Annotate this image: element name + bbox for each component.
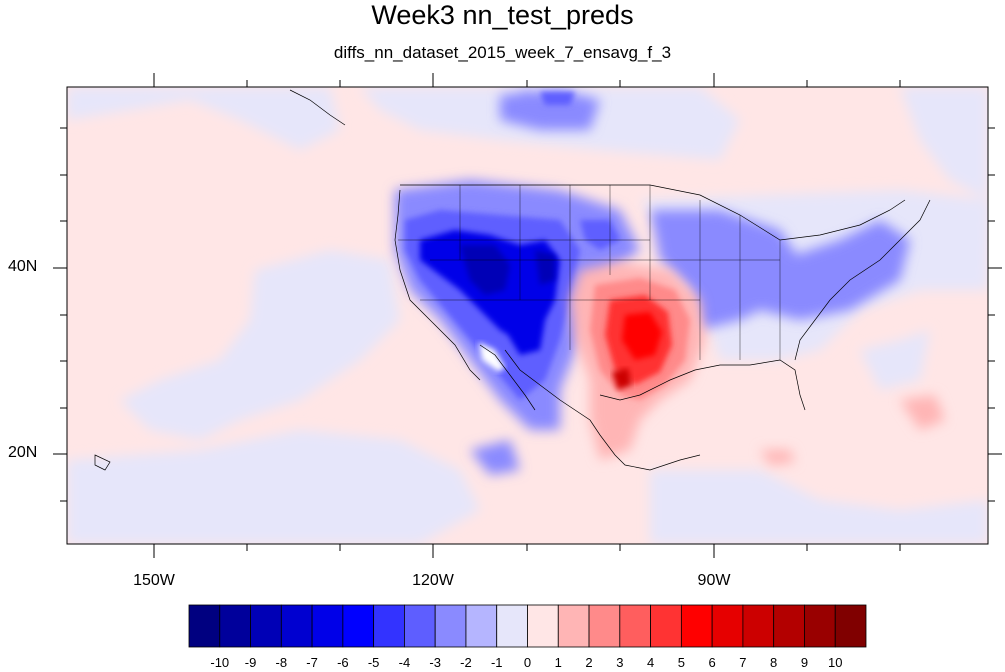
colorbar-tick-label: 0 [523,655,532,670]
colorbar-box [557,604,590,648]
colorbar-tick-label: 9 [800,655,809,670]
chart-title: Week3 nn_test_preds [371,0,634,30]
colorbar-tick-label: -7 [306,655,318,670]
colorbar-box [373,604,405,648]
chart-subtitle: diffs_nn_dataset_2015_week_7_ensavg_f_3 [333,43,672,62]
colorbar-tick-label: 7 [739,655,747,670]
colorbar-box [342,604,375,648]
colorbar-box [311,604,344,648]
colorbar-tick-label: 10 [827,655,843,670]
colorbar-box [434,604,467,648]
colorbar-box [219,604,251,648]
colorbar-box [680,604,713,648]
colorbar-box [527,604,559,648]
lat-label-20n: 20N [8,444,38,461]
colorbar-tick-label: 3 [616,655,624,670]
colorbar-tick-label: -3 [429,655,441,670]
lon-label-150w: 150W [133,572,175,589]
colorbar-box [250,604,282,648]
colorbar-box [650,604,682,648]
colorbar-tick-label: 8 [770,655,778,670]
map-field [67,87,988,544]
colorbar-tick-label: -2 [460,655,472,670]
colorbar-box [711,604,744,648]
colorbar-tick-label: 4 [646,655,655,670]
colorbar-tick-label: -9 [244,655,257,670]
colorbar-tick-label: -6 [337,655,349,670]
colorbar-box [496,604,528,648]
colorbar-box [834,604,867,648]
colorbar-tick-label: 1 [554,655,562,670]
colorbar-tick-label: -1 [490,655,503,670]
colorbar-box [465,604,498,648]
colorbar-tick-label: 6 [708,655,716,670]
colorbar [188,604,867,648]
colorbar-tick-label: 2 [585,655,593,670]
colorbar-box [773,604,805,648]
colorbar-box [404,604,436,648]
colorbar-tick-label: -5 [367,655,380,670]
colorbar-tick-label: -10 [210,655,230,670]
colorbar-box [188,604,221,648]
colorbar-box [588,604,621,648]
lat-ticks [53,127,1002,502]
lon-label-90w: 90W [697,572,731,589]
state-borders [398,185,781,360]
colorbar-tick-label: 5 [677,655,685,670]
colorbar-box [742,604,775,648]
lon-label-120w: 120W [412,572,454,589]
colorbar-box [619,604,651,648]
lon-ticks [153,73,901,558]
colorbar-box [804,604,836,648]
colorbar-tick-label: -4 [398,655,411,670]
lat-label-40n: 40N [8,258,38,275]
colorbar-box [280,604,313,648]
colorbar-tick-label: -8 [275,655,288,670]
